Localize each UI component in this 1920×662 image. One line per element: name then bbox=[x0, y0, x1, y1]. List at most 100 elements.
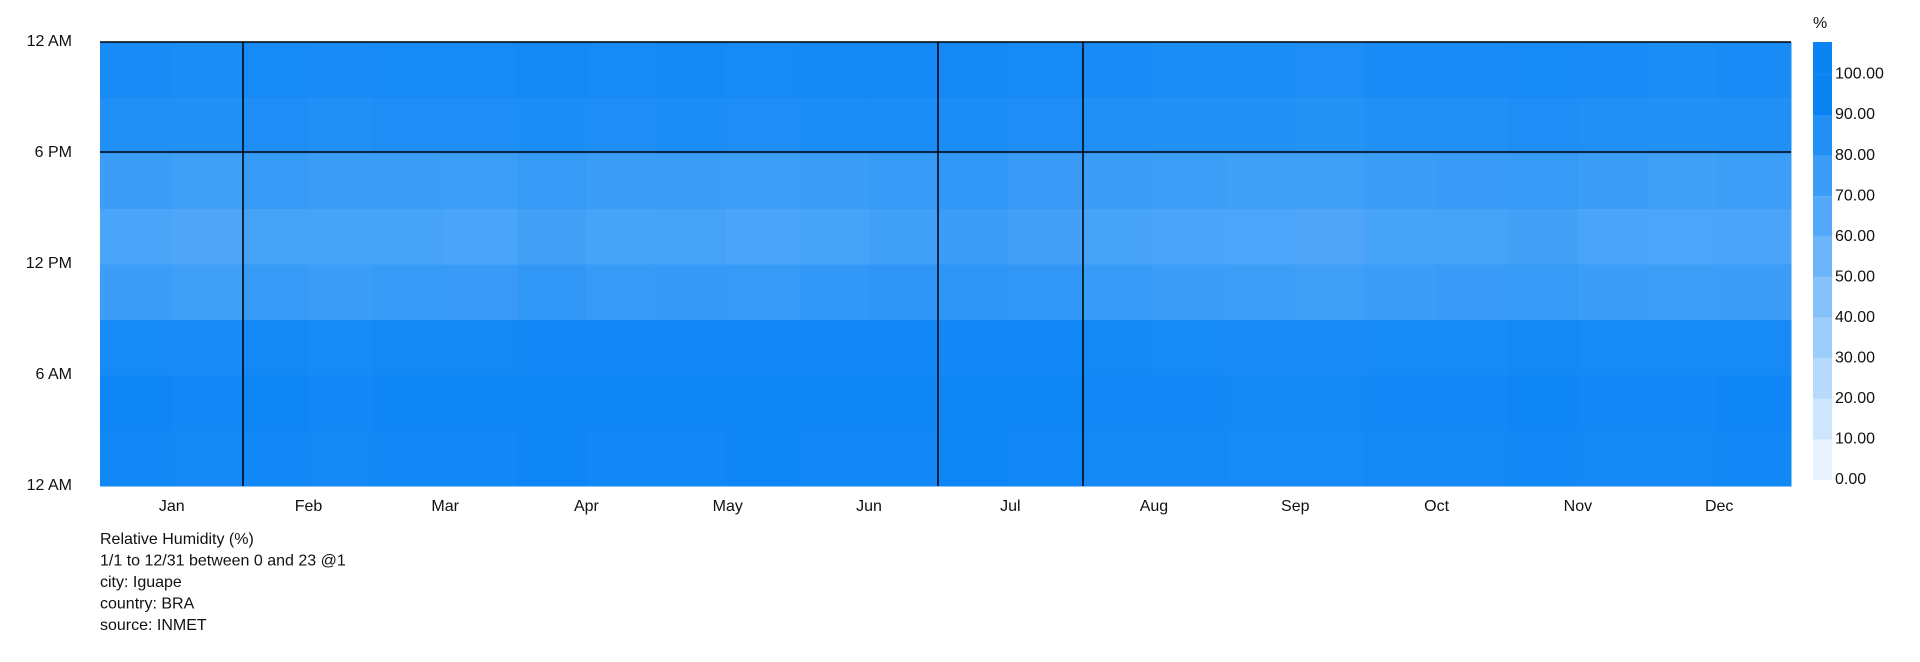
cell bbox=[373, 264, 444, 320]
cell bbox=[171, 97, 245, 154]
y-tick-label: 12 AM bbox=[27, 33, 72, 50]
cell bbox=[1082, 97, 1153, 154]
cell bbox=[516, 375, 587, 431]
cell bbox=[1082, 153, 1153, 209]
colorbar-band bbox=[1813, 196, 1832, 237]
cell bbox=[308, 375, 374, 431]
cell bbox=[1008, 430, 1083, 487]
cell bbox=[1716, 208, 1792, 265]
cell bbox=[1008, 153, 1083, 209]
cell bbox=[1577, 375, 1648, 431]
cell bbox=[725, 42, 801, 98]
cell bbox=[1008, 42, 1083, 98]
colorbar-band bbox=[1813, 358, 1832, 399]
cell bbox=[1716, 319, 1792, 376]
cell bbox=[100, 208, 173, 265]
cell bbox=[655, 208, 726, 265]
cell bbox=[725, 375, 801, 431]
cell bbox=[1151, 97, 1227, 154]
x-tick-label: Aug bbox=[1140, 498, 1168, 515]
cell bbox=[869, 153, 940, 209]
cell bbox=[1434, 97, 1509, 154]
cell bbox=[1647, 153, 1718, 209]
cell bbox=[1508, 375, 1579, 431]
cell bbox=[308, 208, 374, 265]
colorbar-tick-label: 0.00 bbox=[1835, 471, 1866, 488]
cell bbox=[1434, 153, 1509, 209]
cell bbox=[655, 42, 726, 98]
x-tick-label: Nov bbox=[1564, 498, 1592, 515]
note: city: Iguape bbox=[100, 574, 182, 591]
cell bbox=[1225, 153, 1296, 209]
cell bbox=[725, 319, 801, 376]
cell bbox=[938, 430, 1009, 487]
cell bbox=[1151, 319, 1227, 376]
cell bbox=[1295, 430, 1366, 487]
cell bbox=[516, 264, 587, 320]
cell bbox=[799, 42, 870, 98]
cell bbox=[1151, 153, 1227, 209]
cell bbox=[1151, 375, 1227, 431]
cell bbox=[1295, 264, 1366, 320]
cell bbox=[655, 264, 726, 320]
colorbar-band bbox=[1813, 155, 1832, 197]
cell bbox=[938, 264, 1009, 320]
cell bbox=[171, 319, 245, 376]
y-tick-label: 12 PM bbox=[26, 255, 72, 272]
cell bbox=[1716, 42, 1792, 98]
cell bbox=[1508, 430, 1579, 487]
cell bbox=[1577, 42, 1648, 98]
colorbar-band bbox=[1813, 236, 1832, 278]
cell bbox=[1295, 42, 1366, 98]
cell bbox=[1716, 153, 1792, 209]
cell bbox=[1295, 97, 1366, 154]
cell bbox=[442, 42, 518, 98]
colorbar-band bbox=[1813, 277, 1832, 318]
cell bbox=[655, 319, 726, 376]
cell bbox=[938, 208, 1009, 265]
cell bbox=[243, 319, 309, 376]
note: Relative Humidity (%) bbox=[100, 531, 254, 548]
cell bbox=[1082, 264, 1153, 320]
x-tick-label: Jul bbox=[1000, 498, 1020, 515]
x-tick-label: Feb bbox=[295, 498, 323, 515]
colorbar-band bbox=[1813, 115, 1832, 156]
cell bbox=[442, 153, 518, 209]
colorbar-tick-label: 30.00 bbox=[1835, 350, 1875, 367]
colorbar-band bbox=[1813, 317, 1832, 359]
cell bbox=[1225, 264, 1296, 320]
cell bbox=[799, 319, 870, 376]
cell bbox=[1434, 208, 1509, 265]
colorbar-band bbox=[1813, 439, 1832, 480]
cell bbox=[308, 42, 374, 98]
cell bbox=[1508, 264, 1579, 320]
cell bbox=[1647, 208, 1718, 265]
cell bbox=[1364, 97, 1435, 154]
cell bbox=[1225, 375, 1296, 431]
cell bbox=[1716, 430, 1792, 487]
cell bbox=[308, 264, 374, 320]
cell bbox=[1434, 430, 1509, 487]
colorbar-band bbox=[1813, 74, 1832, 115]
note: country: BRA bbox=[100, 596, 195, 613]
cell bbox=[171, 430, 245, 487]
cell bbox=[171, 42, 245, 98]
cell bbox=[442, 375, 518, 431]
cell bbox=[243, 97, 309, 154]
cell bbox=[1508, 208, 1579, 265]
x-tick-label: Mar bbox=[431, 498, 459, 515]
cell bbox=[516, 319, 587, 376]
cell bbox=[725, 153, 801, 209]
colorbar-title: % bbox=[1813, 15, 1827, 32]
cell bbox=[308, 319, 374, 376]
cell bbox=[1225, 319, 1296, 376]
cell bbox=[1508, 153, 1579, 209]
cell bbox=[1647, 42, 1718, 98]
cell bbox=[442, 319, 518, 376]
colorbar-tick-label: 60.00 bbox=[1835, 228, 1875, 245]
cell bbox=[655, 375, 726, 431]
cell bbox=[1647, 264, 1718, 320]
cell bbox=[1008, 375, 1083, 431]
y-tick-label: 6 PM bbox=[35, 144, 72, 161]
